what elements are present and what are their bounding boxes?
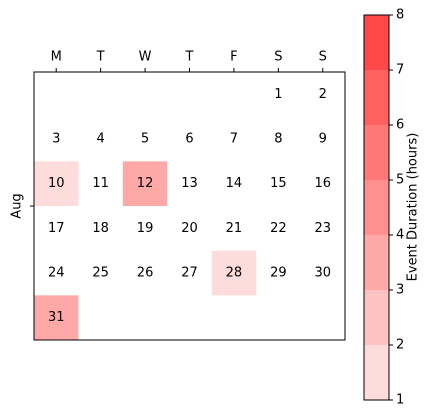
day-number: 31 bbox=[48, 310, 65, 325]
weekday-label: W bbox=[139, 50, 152, 65]
day-number: 10 bbox=[48, 176, 65, 191]
weekday-label: F bbox=[230, 50, 237, 65]
colorbar-tick-label: 1 bbox=[396, 393, 404, 408]
day-number: 29 bbox=[270, 266, 287, 281]
weekday-label: T bbox=[96, 50, 105, 65]
day-number: 11 bbox=[92, 176, 109, 191]
colorbar-band bbox=[364, 345, 389, 400]
day-number: 1 bbox=[274, 87, 282, 102]
day-cell bbox=[122, 161, 168, 206]
colorbar-tick-label: 4 bbox=[396, 228, 404, 243]
day-number: 30 bbox=[315, 266, 332, 281]
day-number: 17 bbox=[48, 221, 65, 236]
colorbar-band bbox=[364, 125, 389, 180]
day-number: 27 bbox=[181, 266, 198, 281]
day-number: 14 bbox=[226, 176, 243, 191]
weekday-label: T bbox=[185, 50, 194, 65]
colorbar-tick-label: 8 bbox=[396, 8, 404, 23]
day-number: 6 bbox=[185, 132, 193, 147]
day-cell bbox=[211, 250, 257, 296]
day-number: 2 bbox=[319, 87, 327, 102]
day-number: 24 bbox=[48, 266, 65, 281]
colorbar-label: Event Duration (hours) bbox=[406, 133, 421, 282]
day-number: 19 bbox=[137, 221, 154, 236]
day-number: 5 bbox=[141, 132, 149, 147]
day-cell bbox=[34, 295, 79, 340]
day-number: 23 bbox=[315, 221, 332, 236]
colorbar-band bbox=[364, 180, 389, 235]
day-number: 26 bbox=[137, 266, 154, 281]
day-number: 9 bbox=[319, 132, 327, 147]
month-label: Aug bbox=[10, 193, 25, 218]
colorbar-band bbox=[364, 15, 389, 70]
day-number: 4 bbox=[97, 132, 105, 147]
colorbar-band bbox=[364, 70, 389, 125]
day-number: 22 bbox=[270, 221, 287, 236]
day-number: 12 bbox=[137, 176, 154, 191]
day-number: 16 bbox=[315, 176, 332, 191]
colorbar-tick-label: 5 bbox=[396, 173, 404, 188]
colorbar-tick-label: 7 bbox=[396, 63, 404, 78]
day-number: 21 bbox=[226, 221, 243, 236]
day-number: 28 bbox=[226, 266, 243, 281]
colorbar-tick-label: 2 bbox=[396, 338, 404, 353]
colorbar-band bbox=[364, 235, 389, 290]
colorbar-tick-label: 3 bbox=[396, 283, 404, 298]
day-number: 13 bbox=[181, 176, 198, 191]
colorbar-band bbox=[364, 290, 389, 345]
colorbar-frame bbox=[363, 14, 390, 401]
colorbar-tick-label: 6 bbox=[396, 118, 404, 133]
weekday-label: M bbox=[51, 50, 62, 65]
day-number: 7 bbox=[230, 132, 238, 147]
day-cell bbox=[34, 161, 79, 206]
day-number: 3 bbox=[52, 132, 60, 147]
weekday-label: S bbox=[274, 50, 282, 65]
day-number: 25 bbox=[92, 266, 109, 281]
day-number: 20 bbox=[181, 221, 198, 236]
day-number: 8 bbox=[274, 132, 282, 147]
weekday-label: S bbox=[319, 50, 327, 65]
day-number: 15 bbox=[270, 176, 287, 191]
plot-frame bbox=[33, 71, 346, 341]
day-number: 18 bbox=[92, 221, 109, 236]
